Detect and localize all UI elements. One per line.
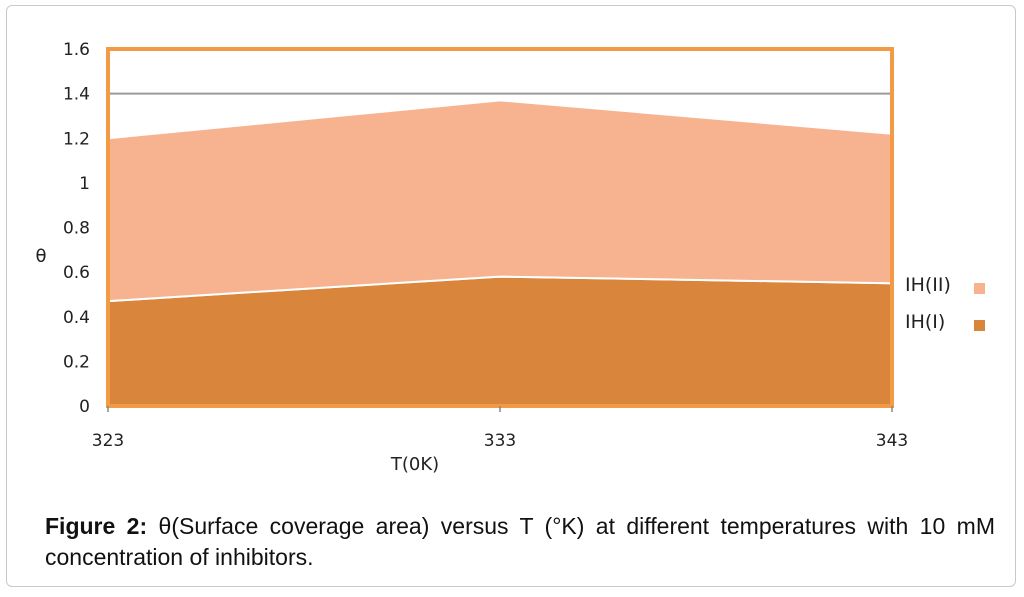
- caption-text: θ(Surface coverage area) versus T (°K) a…: [45, 513, 995, 570]
- legend-label: IH(II): [905, 274, 951, 296]
- area-chart: 0 0.2 0.4 0.6 0.8 1 1.2 1.4 1.6 323 333 343 T(0K) θ IH…: [35, 40, 985, 475]
- y-tick-label: 1.6: [63, 40, 90, 60]
- y-tick-label: 1: [79, 174, 90, 194]
- x-tick-label: 333: [484, 431, 516, 451]
- area-series-2: [107, 99, 893, 303]
- legend-swatch: [974, 320, 985, 331]
- x-axis-label: T(0K): [390, 454, 439, 475]
- y-tick-label: 0.2: [63, 352, 90, 372]
- figure-panel: 0 0.2 0.4 0.6 0.8 1 1.2 1.4 1.6 323 333 343 T(0K) θ IH…: [6, 5, 1016, 587]
- y-tick-label: 0.6: [63, 263, 90, 283]
- y-tick-label: 1.4: [63, 85, 90, 105]
- y-tick-label: 0: [79, 397, 90, 417]
- y-tick-label: 1.2: [63, 129, 90, 149]
- legend-swatch: [974, 283, 985, 294]
- area-series-1: [107, 275, 893, 407]
- y-tick-label: 0.8: [63, 219, 90, 239]
- caption-label: Figure 2:: [45, 513, 148, 539]
- y-axis-label: θ: [35, 246, 46, 267]
- legend-label: IH(I): [905, 311, 945, 333]
- x-tick-label: 343: [876, 431, 908, 451]
- y-tick-label: 0.4: [63, 308, 90, 328]
- x-tick-label: 323: [92, 431, 124, 451]
- figure-caption: Figure 2: θ(Surface coverage area) versu…: [45, 511, 995, 573]
